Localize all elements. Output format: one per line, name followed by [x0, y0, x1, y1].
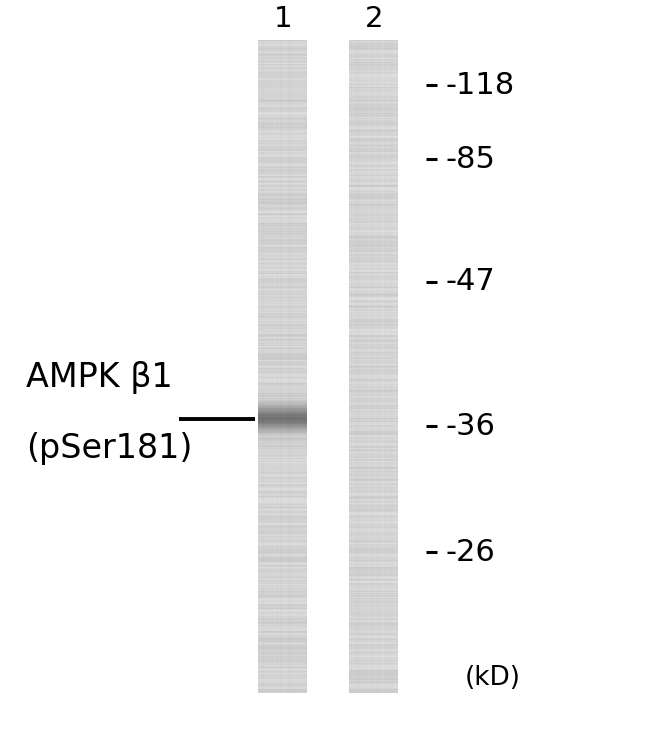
Text: AMPK β1: AMPK β1 — [26, 362, 173, 394]
Text: -36: -36 — [445, 411, 495, 441]
Text: -85: -85 — [445, 144, 495, 174]
Text: 1: 1 — [274, 4, 292, 33]
Text: 2: 2 — [365, 4, 383, 33]
Text: -26: -26 — [445, 537, 495, 567]
Text: (kD): (kD) — [465, 665, 521, 691]
Text: -118: -118 — [445, 70, 515, 100]
Text: (pSer181): (pSer181) — [26, 432, 192, 465]
Text: -47: -47 — [445, 267, 495, 296]
